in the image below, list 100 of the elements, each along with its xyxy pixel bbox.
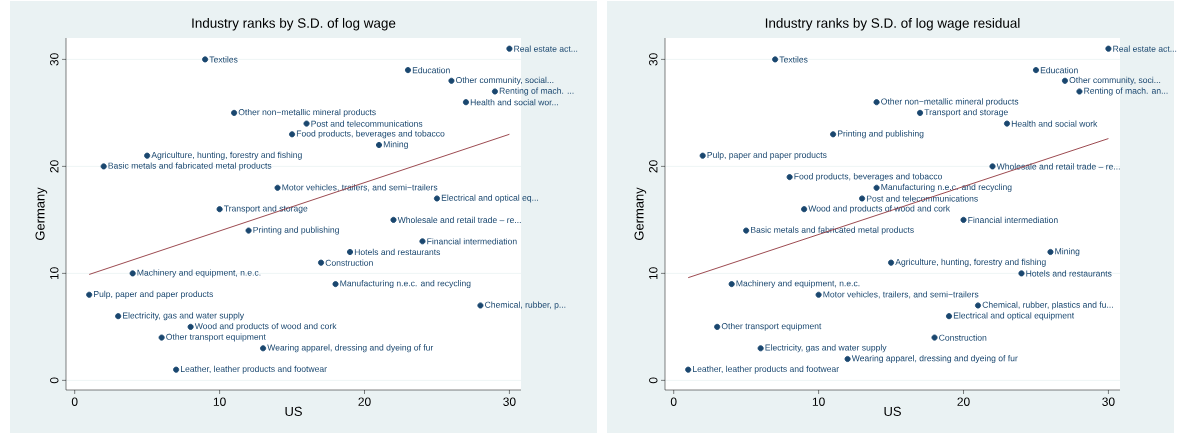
data-label: Wholesale and retail trade – re...: [397, 216, 521, 224]
data-label: Health and social wor...: [470, 99, 558, 106]
data-label: Manufacturing n.e.c. and recycling: [340, 280, 471, 289]
data-label: Other transport equipment: [721, 322, 822, 331]
point: [100, 163, 107, 170]
point: [216, 206, 223, 213]
point: [873, 99, 880, 106]
data-label: Mining: [1055, 247, 1080, 256]
y-axis-title: Germany: [35, 187, 48, 240]
point: [158, 334, 165, 341]
data-label: Financial intermediation: [968, 216, 1058, 224]
point: [433, 195, 440, 202]
y-tick-label: 20: [50, 160, 59, 173]
y-axis-title: Germany: [634, 187, 647, 240]
y-tick-label: 0: [50, 377, 59, 384]
data-label: Printing and publishing: [253, 226, 339, 235]
data-label: Other community, social...: [456, 76, 554, 85]
point: [1076, 88, 1083, 95]
point: [303, 120, 310, 127]
point: [1105, 45, 1112, 52]
point: [801, 206, 808, 213]
data-label: Chemical, rubber, plastics and fu...: [982, 301, 1113, 310]
point: [129, 270, 136, 277]
point: [1061, 77, 1068, 84]
point: [173, 366, 180, 373]
point: [144, 152, 151, 159]
y-tick-label: 0: [649, 377, 658, 384]
point: [757, 345, 764, 352]
point: [86, 291, 93, 298]
data-label: Leather, leather products and footwear: [181, 365, 327, 374]
y-tick-label: 10: [50, 267, 59, 280]
point: [202, 56, 209, 63]
data-label: Real estate act...: [1113, 45, 1177, 52]
point: [786, 174, 793, 181]
point: [743, 227, 750, 234]
point: [346, 248, 354, 256]
y-tick-label: 30: [50, 53, 59, 66]
point: [989, 163, 996, 170]
point: [375, 141, 383, 149]
chart-title: Industry ranks by S.D. of log wage residual: [765, 17, 1020, 31]
point: [491, 88, 498, 95]
data-label: Real estate act...: [514, 45, 578, 52]
point: [390, 216, 397, 223]
data-label: Other non−metallic mineral products: [238, 108, 376, 117]
data-label: Other non−metallic mineral products: [881, 98, 1019, 107]
data-label: Construction: [939, 334, 987, 341]
data-label: Electricity, gas and water supply: [123, 312, 245, 321]
data-label: Textiles: [779, 56, 808, 63]
data-label: Leather, leather products and footwear: [693, 365, 839, 374]
point: [289, 131, 296, 138]
data-label: Electrical and optical equipment: [953, 312, 1075, 321]
point: [815, 291, 822, 298]
data-label: Printing and publishing: [837, 130, 924, 139]
x-tick-label: 0: [71, 397, 78, 406]
data-label: Agriculture, hunting, forestry and fishing: [895, 258, 1046, 267]
point: [685, 366, 692, 373]
data-label: Wearing apparel, dressing and dyeing of fur: [851, 354, 1018, 363]
point: [506, 45, 513, 52]
point: [260, 345, 267, 352]
data-label: Hotels and restaurants: [1026, 270, 1112, 277]
point: [245, 227, 252, 234]
data-label: Motor vehicles, trailers, and semi−trailers: [823, 291, 979, 299]
point: [917, 109, 924, 116]
y-tick-label: 20: [649, 160, 658, 173]
data-label: Machinery and equipment, n.e.c.: [137, 269, 261, 278]
chart-title: Industry ranks by S.D. of log wage: [192, 17, 396, 31]
point: [477, 302, 484, 309]
point: [1032, 67, 1040, 74]
data-label: Basic metals and fabricated metal products: [108, 162, 272, 171]
point: [945, 313, 953, 320]
data-label: Pulp, paper and paper products: [707, 151, 827, 160]
data-label: Textiles: [209, 56, 238, 63]
data-label: Transport and storage: [223, 205, 308, 214]
data-label: Machinery and equipment, n.e.c.: [736, 280, 860, 289]
point: [830, 131, 837, 138]
x-tick-label: 30: [503, 397, 516, 406]
point: [115, 313, 122, 320]
data-label: Renting of mach. an...: [1084, 87, 1168, 96]
data-label: Electrical and optical eq...: [441, 194, 538, 203]
data-label: Other community, soci...: [1069, 76, 1161, 85]
point: [699, 152, 706, 159]
x-tick-label: 0: [670, 397, 677, 406]
point: [960, 216, 967, 223]
data-label: Health and social work: [1011, 120, 1098, 127]
data-label: Food products, beverages and tobacco: [794, 173, 943, 182]
data-label: Agriculture, hunting, forestry and fishing: [151, 151, 302, 160]
point: [772, 56, 779, 63]
x-tick-label: 10: [213, 397, 226, 406]
x-axis-title: US: [884, 406, 901, 416]
data-label: Chemical, rubber, p...: [485, 301, 566, 310]
point: [1018, 270, 1025, 277]
point: [332, 281, 339, 288]
point: [404, 67, 412, 74]
data-label: Pulp, paper and paper products: [94, 290, 214, 299]
data-label: Food products, beverages and tobacco: [296, 130, 445, 139]
x-tick-label: 10: [812, 397, 825, 406]
point: [844, 355, 851, 363]
data-label: Mining: [383, 141, 408, 149]
point: [714, 323, 721, 330]
data-label: Wood and products of wood and cork: [808, 205, 951, 214]
